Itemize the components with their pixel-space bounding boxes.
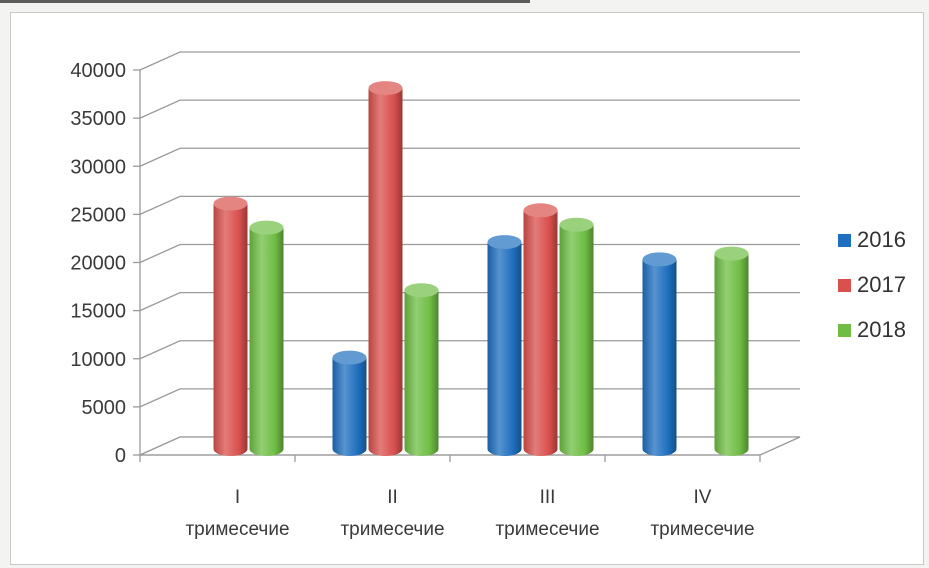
y-tick-label: 15000 [70,301,126,323]
bar-body [404,290,439,457]
bar-body [487,242,522,457]
bar-body [332,357,367,457]
x-tick-label-line: тримесечие [495,519,599,540]
bar-2017-3 [523,203,558,457]
y-tick-label: 10000 [70,349,126,371]
x-tick-label-line: III [540,487,556,508]
bar-body [642,259,677,457]
gridline [139,195,800,215]
x-tick-label-line: I [235,487,240,508]
y-tick-label: 0 [115,445,126,467]
y-tick-label: 5000 [82,397,127,419]
gridline [139,147,800,167]
bar-2018-2 [404,283,439,457]
x-tick-label: IV тримесечие [650,487,754,540]
bar-body [213,203,248,457]
x-tick-label-line: тримесечие [340,519,444,540]
bar-top [714,246,749,261]
y-tick-label: 35000 [70,108,126,130]
gridline [139,51,800,71]
bar-2016-2 [332,350,367,457]
bar-top [213,196,248,211]
legend-item-2018: 2018 [838,317,906,342]
grid-layer [139,51,801,456]
x-tick-label: III тримесечие [495,487,599,540]
top-border-line [0,0,530,3]
legend-swatch [838,324,851,337]
bar-body [523,210,558,457]
bar-top [368,81,403,96]
x-tick-label: II тримесечие [340,487,444,540]
legend-item-2016: 2016 [838,227,906,252]
bar-top [404,283,439,298]
bar-2018-1 [249,220,284,456]
bar-2018-3 [559,217,594,457]
x-tick-label-line: II [387,487,398,508]
y-tick-label: 30000 [70,156,126,178]
bar-top [332,350,367,365]
bar-2018-4 [714,246,749,457]
gridline [139,99,800,119]
bar-layer [213,81,749,457]
x-tick-label-line: тримесечие [185,519,289,540]
bar-top [642,252,677,267]
x-tick-label-line: IV [694,487,712,508]
legend-label: 2017 [857,272,906,297]
bar-2017-1 [213,196,248,457]
legend: 2016 2017 2018 [838,227,906,342]
bar-top [559,217,594,232]
y-tick-label: 40000 [70,60,126,82]
bar-2016-3 [487,235,522,457]
chart-frame [10,12,924,565]
legend-swatch [838,234,851,247]
x-tick-label-line: тримесечие [650,519,754,540]
legend-swatch [838,279,851,292]
bar-body [249,227,284,456]
bar-body [559,224,594,457]
bar-body [714,253,749,457]
bar-body [368,88,403,457]
bar-top [249,220,284,235]
y-tick-label: 20000 [70,253,126,275]
label-layer: 0 5000 10000 15000 20000 25000 30000 35000 40000… [70,60,754,540]
y-tick-label: 25000 [70,204,126,226]
bar-top [523,203,558,218]
legend-label: 2018 [857,317,906,342]
bar-2017-2 [368,81,403,457]
bar-top [487,235,522,250]
bar-2016-4 [642,252,677,457]
legend-label: 2016 [857,227,906,252]
legend-item-2017: 2017 [838,272,906,297]
